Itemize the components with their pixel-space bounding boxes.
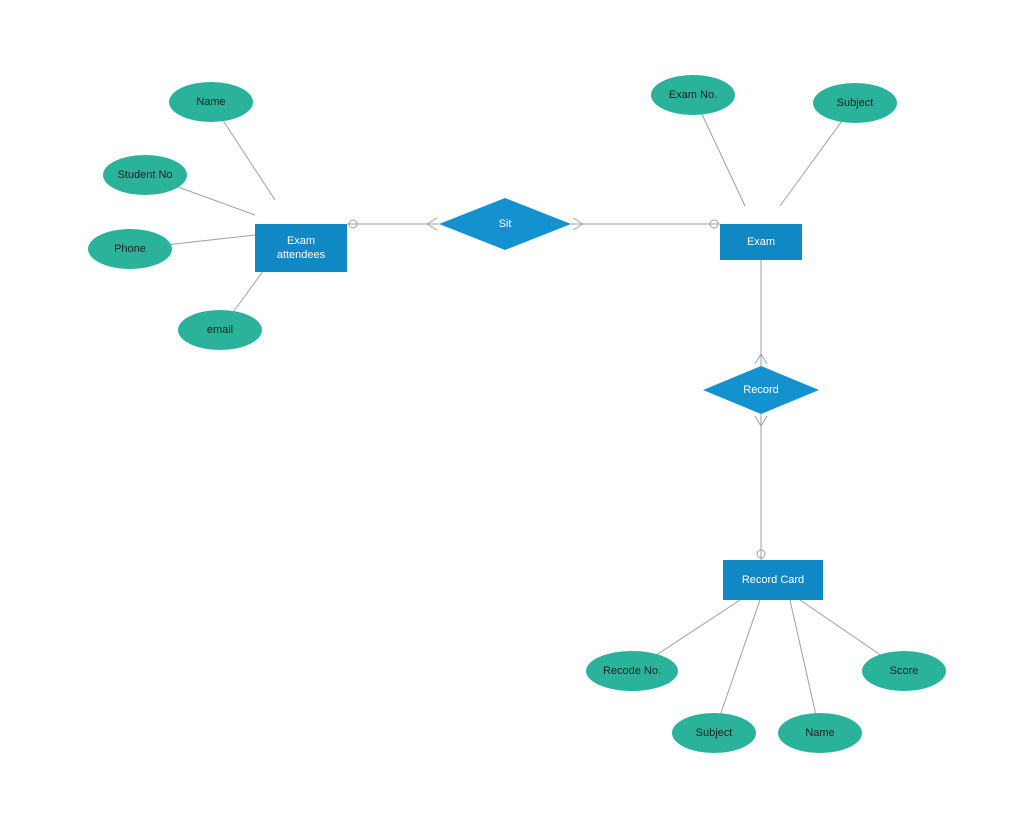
attr-edge bbox=[790, 600, 820, 733]
attribute-label: Subject bbox=[837, 97, 874, 109]
attribute-label: Name bbox=[196, 96, 225, 108]
crow-foot bbox=[755, 416, 767, 426]
edges-layer bbox=[130, 95, 904, 733]
relationship-label: Sit bbox=[499, 218, 512, 230]
attribute-subject2: Subject bbox=[672, 713, 756, 753]
attribute-subject1: Subject bbox=[813, 83, 897, 123]
attribute-exam_no: Exam No. bbox=[651, 75, 735, 115]
relationship-record: Record bbox=[703, 366, 819, 414]
entity-label: Exam bbox=[747, 236, 775, 248]
attribute-label: Recode No. bbox=[603, 665, 661, 677]
attribute-label: Student No bbox=[117, 169, 172, 181]
entity-exam: Exam bbox=[720, 224, 802, 260]
entity-exam_attendees: Exam attendees bbox=[255, 224, 347, 272]
attr-edge bbox=[714, 600, 760, 733]
entity-label: Record Card bbox=[742, 574, 804, 586]
attribute-score: Score bbox=[862, 651, 946, 691]
attribute-phone: Phone bbox=[88, 229, 172, 269]
attribute-label: Exam No. bbox=[669, 89, 717, 101]
attribute-student_no: Student No bbox=[103, 155, 187, 195]
crow-foot bbox=[573, 218, 583, 230]
crow-foot bbox=[755, 354, 767, 364]
entity-label: attendees bbox=[277, 249, 326, 261]
attribute-recode_no: Recode No. bbox=[586, 651, 678, 691]
attribute-label: Score bbox=[890, 665, 919, 677]
attribute-email: email bbox=[178, 310, 262, 350]
crow-foot bbox=[427, 218, 437, 230]
attribute-label: Phone bbox=[114, 243, 146, 255]
attribute-label: email bbox=[207, 324, 233, 336]
attribute-label: Subject bbox=[696, 727, 733, 739]
shapes-layer: Exam attendees Exam Record Card Sit Record Nam… bbox=[88, 75, 946, 753]
attribute-name1: Name bbox=[169, 82, 253, 122]
attribute-label: Name bbox=[805, 727, 834, 739]
relationship-sit: Sit bbox=[439, 198, 571, 250]
entity-record_card: Record Card bbox=[723, 560, 823, 600]
attribute-name2: Name bbox=[778, 713, 862, 753]
relationship-label: Record bbox=[743, 384, 778, 396]
entity-label: Exam bbox=[287, 235, 315, 247]
er-diagram-canvas: Exam attendees Exam Record Card Sit Record Nam… bbox=[0, 0, 1024, 816]
